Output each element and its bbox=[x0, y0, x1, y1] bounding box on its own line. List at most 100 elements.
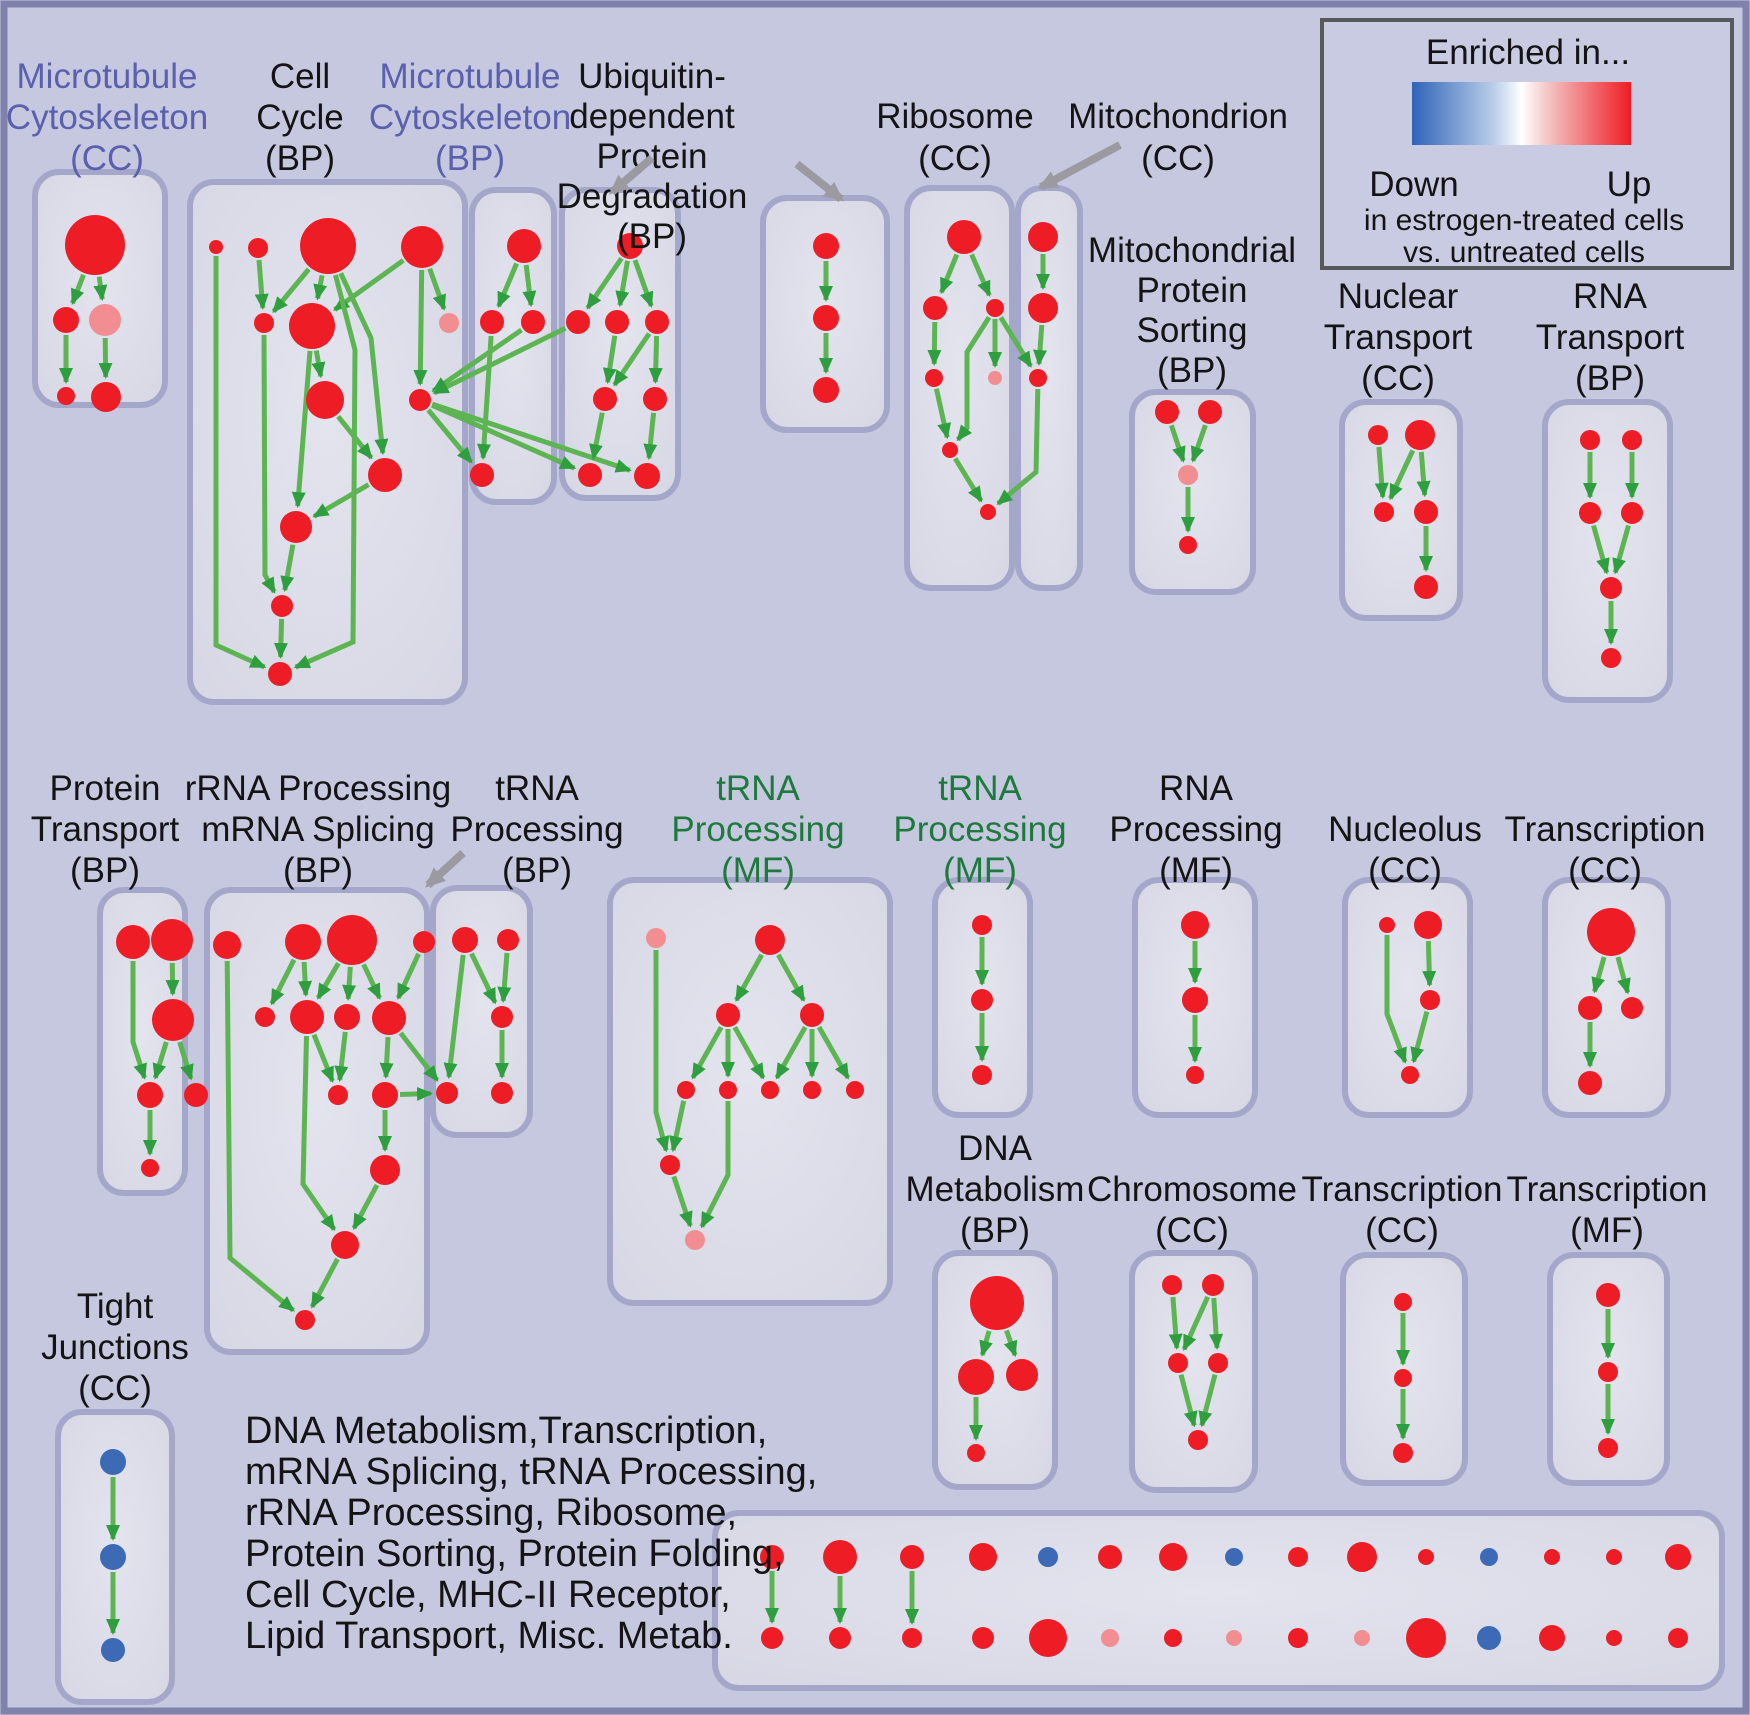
go-term-node-t2 bbox=[497, 929, 519, 951]
edge-c6-c8 bbox=[311, 350, 326, 379]
cluster-label-mtcc: Microtubule Cytoskeleton (CC) bbox=[6, 57, 208, 178]
go-term-node-ub1 bbox=[813, 233, 839, 259]
edge-a3-a5 bbox=[98, 337, 113, 379]
edge-rt3-rt5 bbox=[1591, 524, 1610, 575]
go-term-node-f6 bbox=[719, 1081, 737, 1099]
cluster-label-transcc2: Transcription (CC) bbox=[1302, 1170, 1503, 1250]
edge-n1-n4 bbox=[1384, 935, 1408, 1064]
edge-f5-f10 bbox=[669, 1100, 687, 1153]
legend-title: Enriched in... bbox=[1426, 33, 1630, 72]
go-term-node-ua8 bbox=[634, 463, 660, 489]
edge-e3-e5 bbox=[1178, 1373, 1198, 1428]
go-term-node-p2 bbox=[151, 919, 193, 961]
edge-f3-f7 bbox=[732, 1025, 766, 1080]
go-term-node-q6 bbox=[290, 1000, 324, 1034]
go-term-node-a1 bbox=[65, 215, 125, 275]
go-term-node-j1 bbox=[100, 1449, 126, 1475]
go-term-node-r5 bbox=[988, 371, 1002, 385]
edge-ua2-c9 bbox=[432, 325, 567, 396]
go-term-node-f1 bbox=[646, 928, 666, 948]
cluster-box-rrna bbox=[204, 887, 430, 1355]
edge-c4-c9 bbox=[413, 269, 428, 386]
go-term-node-bb4 bbox=[1029, 1619, 1067, 1657]
edge-r3-m3 bbox=[998, 316, 1033, 368]
go-term-node-g3 bbox=[972, 1065, 992, 1085]
go-term-node-q8 bbox=[372, 1001, 406, 1035]
go-term-node-p3 bbox=[152, 999, 194, 1041]
go-term-node-c2 bbox=[248, 238, 268, 258]
edge-a1-a2 bbox=[70, 273, 86, 306]
go-term-node-t1 bbox=[452, 927, 478, 953]
edge-e4-e5 bbox=[1198, 1373, 1218, 1428]
note-line: Protein Sorting, Protein Folding, bbox=[245, 1533, 784, 1575]
go-term-node-q1 bbox=[213, 931, 241, 959]
go-term-node-g2 bbox=[971, 989, 993, 1011]
edge-nt2-nt3 bbox=[1388, 449, 1416, 501]
cluster-label-cellcycle: Cell Cycle (BP) bbox=[256, 57, 344, 178]
edge-p3-p5 bbox=[177, 1041, 194, 1081]
go-term-node-d1 bbox=[970, 1276, 1024, 1330]
go-term-node-q9 bbox=[328, 1085, 348, 1105]
edge-ua4-ua6 bbox=[648, 335, 663, 384]
go-term-node-k3 bbox=[1621, 997, 1643, 1019]
go-term-node-rt5 bbox=[1600, 577, 1622, 599]
edge-s2-s3 bbox=[1190, 424, 1208, 463]
go-term-node-f4 bbox=[800, 1003, 824, 1027]
go-term-node-rt1 bbox=[1580, 430, 1600, 450]
edge-e2-e4 bbox=[1209, 1297, 1224, 1350]
go-term-node-r3 bbox=[986, 299, 1004, 317]
edge-n3-n4 bbox=[1410, 1010, 1430, 1064]
edge-q1-q13 bbox=[224, 960, 295, 1313]
legend-down-label: Down bbox=[1369, 165, 1458, 204]
edge-ua1-ua3 bbox=[615, 260, 630, 308]
go-term-node-h1 bbox=[1181, 911, 1209, 939]
go-term-node-p6 bbox=[141, 1159, 159, 1177]
misc-clusters-note: DNA Metabolism,Transcription, mRNA Splic… bbox=[245, 1410, 817, 1657]
go-term-node-bt6 bbox=[1159, 1543, 1187, 1571]
go-term-node-bt8 bbox=[1288, 1547, 1308, 1567]
cluster-label-rrna: rRNA Processing mRNA Splicing (BP) bbox=[185, 769, 451, 890]
labels-layer: Microtubule Cytoskeleton (CC) Cell Cycle (BP)… bbox=[6, 57, 1708, 1408]
go-term-node-rt4 bbox=[1621, 502, 1643, 524]
go-term-node-nt3 bbox=[1374, 502, 1394, 522]
go-term-node-e5 bbox=[1188, 1430, 1208, 1450]
go-term-node-ua3 bbox=[605, 310, 629, 334]
note-line: Cell Cycle, MHC-II Receptor, bbox=[245, 1574, 731, 1616]
edge-q3-q6 bbox=[315, 962, 341, 1000]
go-term-node-bt11 bbox=[1480, 1548, 1498, 1566]
go-term-node-j2 bbox=[100, 1544, 126, 1570]
go-term-node-bb10 bbox=[1406, 1618, 1446, 1658]
edge-q3-q7 bbox=[342, 966, 357, 1001]
edge-q8-q10 bbox=[379, 1036, 394, 1079]
edge-c12-c13 bbox=[273, 618, 288, 659]
edge-r1-r3 bbox=[969, 253, 992, 298]
go-term-node-ua6 bbox=[643, 387, 667, 411]
note-line: mRNA Splicing, tRNA Processing, bbox=[245, 1451, 817, 1493]
go-term-node-c7 bbox=[439, 313, 459, 333]
edge-nt1-nt3 bbox=[1374, 446, 1389, 499]
go-term-node-s2 bbox=[1198, 400, 1222, 424]
go-term-node-ub2 bbox=[813, 305, 839, 331]
go-term-node-k1 bbox=[1587, 908, 1635, 956]
edge-c3-c6 bbox=[313, 274, 328, 301]
go-term-node-bt10 bbox=[1418, 1549, 1434, 1565]
go-term-node-f10 bbox=[660, 1155, 680, 1175]
edge-ua4-ua5 bbox=[612, 332, 652, 387]
edge-q6-q9 bbox=[311, 1033, 335, 1083]
go-term-node-c9 bbox=[409, 389, 431, 411]
edge-r3-r6 bbox=[955, 315, 992, 442]
edge-c10-c11 bbox=[312, 482, 370, 519]
go-term-node-rt2 bbox=[1622, 430, 1642, 450]
edge-k1-k3 bbox=[1615, 956, 1631, 995]
label-callout-arrow-2 bbox=[1037, 141, 1122, 191]
cluster-label-nucleolus: Nucleolus (CC) bbox=[1328, 810, 1482, 890]
go-term-node-t5 bbox=[491, 1082, 513, 1104]
go-term-node-bb3 bbox=[972, 1627, 994, 1649]
cluster-box-rnat bbox=[1542, 399, 1673, 703]
edge-d1-d3 bbox=[1003, 1329, 1018, 1358]
go-term-node-q7 bbox=[334, 1004, 360, 1030]
cluster-label-mito: Mitochondrion (CC) bbox=[1068, 97, 1288, 178]
go-term-node-bb7 bbox=[1226, 1630, 1242, 1646]
go-term-node-v3 bbox=[1393, 1443, 1413, 1463]
